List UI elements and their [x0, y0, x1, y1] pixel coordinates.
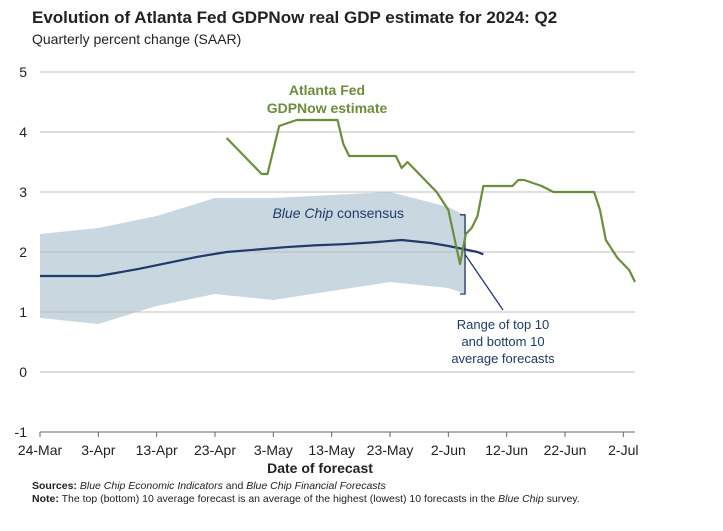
consensus-annotation-italic: Blue Chip: [272, 205, 333, 221]
y-tick-label: -1: [15, 424, 28, 440]
y-tick-label: 4: [19, 124, 27, 140]
y-tick-label: 2: [19, 244, 27, 260]
x-tick-label: 3-Apr: [81, 442, 116, 458]
sources-and: and: [222, 480, 247, 492]
axes: -1 0 1 2 3 4 5 24-Mar 3-Apr 13-Apr 23-Apr 3-May 13-M…: [15, 64, 639, 476]
range-callout-line: [464, 254, 504, 311]
note-italic: Blue Chip: [498, 493, 544, 505]
range-band-area: [40, 192, 466, 324]
forecast-range-band: [40, 192, 466, 324]
y-tick-label: 1: [19, 304, 27, 320]
x-tick-label: 23-May: [367, 442, 414, 458]
consensus-annotation-rest: consensus: [333, 205, 404, 221]
source-1: Blue Chip Economic Indicators: [79, 480, 223, 492]
note-label: Note:: [32, 493, 59, 505]
sources-label: Sources:: [32, 480, 77, 492]
range-annotation-line1: Range of top 10: [457, 317, 550, 332]
x-tick-label: 23-Apr: [194, 442, 236, 458]
x-tick-label: 22-Jun: [544, 442, 587, 458]
x-tick-label: 24-Mar: [18, 442, 63, 458]
sources-line: Sources: Blue Chip Economic Indicators a…: [32, 480, 712, 493]
x-tick-label: 2-Jul: [608, 442, 638, 458]
blue-chip-consensus-line: [40, 238, 484, 278]
chart-subtitle: Quarterly percent change (SAAR): [32, 31, 242, 47]
note-text-1: The top (bottom) 10 average forecast is …: [58, 493, 499, 505]
gdpnow-annotation-line1: Atlanta Fed: [289, 82, 365, 98]
x-tick-label: 13-May: [308, 442, 355, 458]
y-tick-label: 5: [19, 64, 27, 80]
x-tick-label: 2-Jun: [431, 442, 466, 458]
range-annotation-line3: average forecasts: [451, 351, 555, 366]
gdpnow-annotation-line2: GDPNow estimate: [267, 100, 388, 116]
range-annotation-line2: and bottom 10: [461, 334, 544, 349]
range-bracket: [460, 214, 504, 311]
y-tick-label: 0: [19, 364, 27, 380]
y-tick-label: 3: [19, 184, 27, 200]
gridlines: [40, 71, 635, 373]
x-tick-label: 3-May: [254, 442, 293, 458]
x-tick-label: 12-Jun: [485, 442, 528, 458]
series-lines: [40, 118, 636, 283]
consensus-annotation: Blue Chip consensus: [272, 205, 404, 221]
annotations: Atlanta Fed GDPNow estimate Blue Chip cons…: [267, 82, 555, 366]
x-tick-label: 13-Apr: [136, 442, 178, 458]
source-2: Blue Chip Financial Forecasts: [246, 480, 386, 492]
chart-notes: Sources: Blue Chip Economic Indicators a…: [32, 480, 712, 506]
note-line: Note: The top (bottom) 10 average foreca…: [32, 493, 712, 506]
x-axis-label: Date of forecast: [267, 460, 373, 476]
note-text-2: survey.: [543, 493, 580, 505]
gdpnow-estimate-line: [225, 118, 636, 283]
chart-title: Evolution of Atlanta Fed GDPNow real GDP…: [32, 8, 558, 27]
